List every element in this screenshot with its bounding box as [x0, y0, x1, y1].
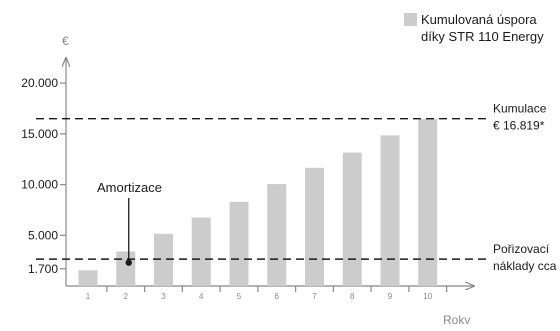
- y-axis-ticks: 1.700 5.000 10.000 15.000 20.000: [21, 76, 66, 276]
- annotation-label: Amortizace: [97, 180, 162, 195]
- x-tick-label: 2: [124, 292, 129, 301]
- x-tick-label: 1: [86, 292, 91, 301]
- x-axis-ticks: 1 2 3 4 5 6 7 8 9 10: [86, 286, 448, 301]
- amortization-annotation: Amortizace: [97, 180, 162, 266]
- bar: [342, 152, 362, 286]
- y-axis-unit-label: €: [62, 34, 69, 48]
- reference-lines: Kumulace € 16.819* Pořizovací náklady cca: [36, 102, 557, 273]
- bar: [418, 119, 438, 287]
- y-tick-label: 15.000: [21, 127, 58, 141]
- x-tick-label: 8: [350, 292, 355, 301]
- reference-line-label: Kumulace: [493, 102, 547, 116]
- y-tick-label: 20.000: [21, 76, 58, 90]
- bars: [78, 119, 438, 287]
- reference-line-label: € 16.819*: [493, 119, 545, 133]
- bar: [191, 217, 211, 286]
- legend-swatch: [404, 13, 417, 26]
- y-tick-label: 10.000: [21, 178, 58, 192]
- bar: [380, 135, 400, 286]
- x-axis-label: Rokv: [443, 313, 470, 327]
- x-tick-label: 7: [312, 292, 317, 301]
- x-tick-label: 6: [275, 292, 280, 301]
- legend: Kumulovaná úspora díky STR 110 Energy: [404, 12, 544, 44]
- bar: [154, 233, 173, 286]
- reference-line-label: Pořizovací: [493, 242, 550, 256]
- bar: [267, 184, 287, 286]
- x-tick-label: 4: [199, 292, 204, 301]
- x-tick-label: 3: [161, 292, 166, 301]
- x-tick-label: 5: [237, 292, 242, 301]
- y-tick-label: 1.700: [28, 262, 58, 276]
- x-tick-label: 9: [388, 292, 393, 301]
- legend-label-line1: Kumulovaná úspora: [421, 12, 537, 27]
- x-tick-label: 10: [423, 292, 432, 301]
- reference-line-label: náklady cca: [493, 259, 557, 273]
- annotation-point: [125, 259, 132, 266]
- bar: [229, 201, 249, 286]
- bar: [305, 167, 324, 286]
- bar: [116, 251, 136, 286]
- bar: [78, 270, 98, 286]
- y-tick-label: 5.000: [28, 228, 58, 242]
- legend-label-line2: díky STR 110 Energy: [421, 29, 544, 44]
